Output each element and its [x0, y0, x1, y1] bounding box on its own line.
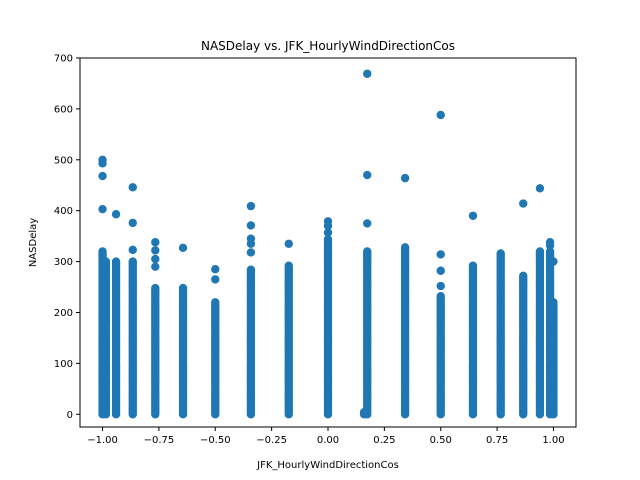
- data-point-col1: [101, 257, 111, 266]
- data-point-outlier: [98, 204, 107, 214]
- y-tick-label: 100: [54, 359, 73, 370]
- x-tick-label: −1.00: [87, 435, 118, 446]
- data-point-col5: [178, 283, 188, 293]
- data-point-outlier: [98, 155, 107, 164]
- data-point-outlier: [211, 275, 220, 284]
- data-point-col3: [128, 257, 137, 266]
- data-point-col13: [436, 292, 445, 301]
- data-point-outlier: [535, 184, 545, 193]
- data-point-outlier: [363, 69, 372, 78]
- x-axis-label: JFK_HourlyWindDirectionCos: [256, 460, 399, 471]
- data-point-outlier: [111, 210, 121, 219]
- y-tick-label: 200: [54, 308, 73, 319]
- data-point-outlier: [519, 199, 528, 208]
- data-point-outlier: [246, 248, 256, 257]
- data-point-outlier: [246, 239, 256, 248]
- data-point-outlier: [151, 254, 160, 264]
- data-point-col18: [545, 247, 555, 256]
- x-tick-label: −0.25: [256, 435, 287, 446]
- data-point-outlier: [151, 246, 160, 255]
- y-tick-label: 300: [54, 257, 73, 268]
- data-point-outlier: [246, 221, 256, 230]
- x-tick-label: 0.75: [486, 435, 508, 446]
- data-point-outlier: [128, 218, 137, 228]
- data-point-outlier: [323, 221, 333, 231]
- data-point-outlier: [363, 170, 372, 180]
- data-point-outlier: [436, 281, 445, 291]
- y-axis-label: NASDelay: [28, 218, 39, 267]
- data-point-col16: [519, 271, 528, 281]
- data-point-outlier: [151, 262, 160, 271]
- data-point-outlier: [178, 243, 188, 253]
- y-tick-label: 600: [54, 104, 73, 115]
- data-point-outlier: [128, 183, 137, 192]
- data-point-outlier: [246, 201, 256, 211]
- x-tick-label: 0.00: [317, 435, 339, 446]
- data-point-col15: [496, 249, 505, 258]
- data-point-col0: [98, 247, 107, 256]
- data-point-outlier: [549, 257, 558, 266]
- data-point-outlier: [98, 171, 107, 181]
- data-point-col8: [284, 261, 293, 270]
- data-point-outlier: [436, 110, 445, 120]
- data-point-outlier: [400, 173, 410, 183]
- data-point-col7: [246, 265, 256, 274]
- data-point-col11: [363, 247, 372, 256]
- scatter-points: [98, 69, 558, 419]
- y-tick-label: 700: [54, 54, 73, 65]
- data-point-outlier: [284, 239, 293, 248]
- data-point-col9: [323, 234, 333, 244]
- data-point-outlier: [128, 245, 137, 255]
- axis-ticks: −1.00 −0.75 −0.50 −0.25 0.00 0.25 0.50 0.75 1.00…: [54, 54, 565, 447]
- data-point-outlier: [363, 219, 372, 228]
- y-tick-label: 500: [54, 155, 73, 166]
- y-tick-label: 400: [54, 206, 73, 217]
- x-tick-label: 0.25: [373, 435, 395, 446]
- data-point-col6: [211, 298, 220, 307]
- data-point-col4: [151, 283, 160, 293]
- x-tick-label: 0.50: [430, 435, 452, 446]
- x-tick-label: −0.75: [144, 435, 175, 446]
- data-point-outlier: [436, 250, 445, 259]
- data-point-outlier: [211, 265, 220, 274]
- x-tick-label: −0.50: [200, 435, 231, 446]
- y-tick-label: 0: [67, 410, 73, 421]
- data-point-col12: [400, 243, 410, 252]
- data-point-outlier: [468, 211, 478, 220]
- data-point-col17: [535, 247, 545, 256]
- data-point-outlier: [436, 266, 445, 275]
- data-point-outlier: [323, 228, 333, 237]
- chart-title: NASDelay vs. JFK_HourlyWindDirectionCos: [201, 39, 455, 53]
- data-point-col14: [468, 261, 478, 270]
- data-point-col19: [549, 298, 558, 307]
- data-point-outlier: [545, 241, 555, 250]
- data-point-col2: [111, 257, 121, 266]
- x-tick-label: 1.00: [542, 435, 564, 446]
- data-point-outlier: [151, 238, 160, 247]
